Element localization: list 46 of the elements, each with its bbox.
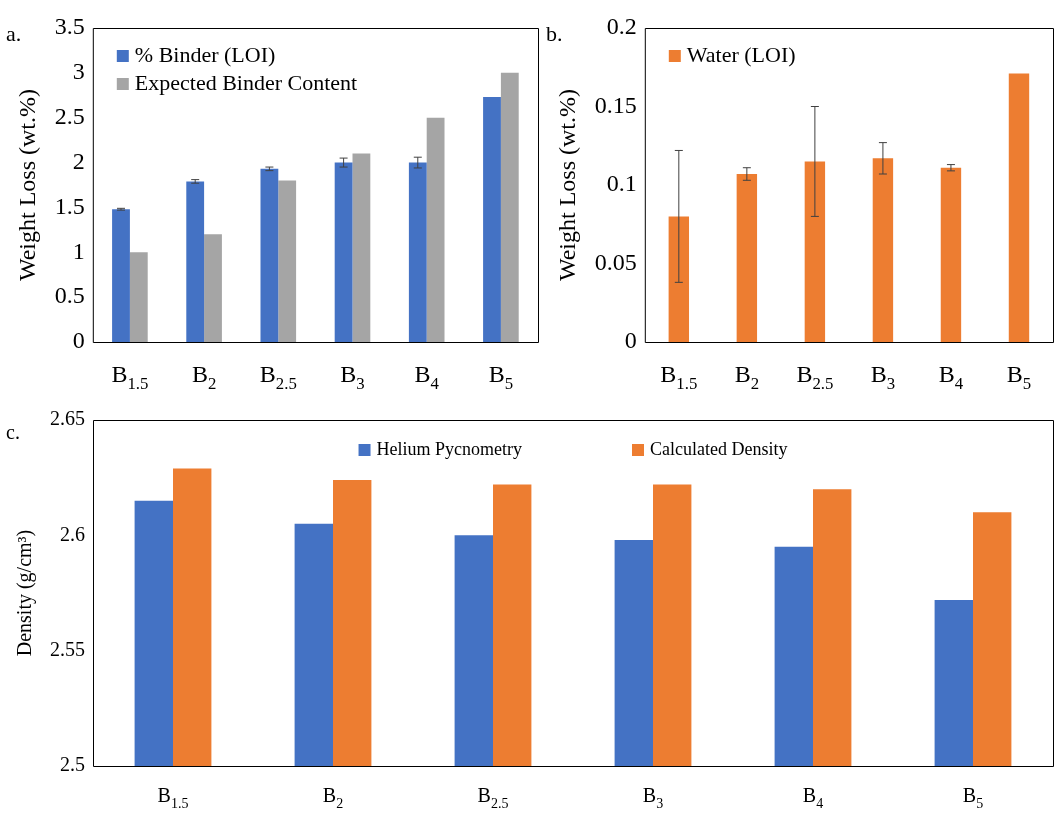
text: c. [6, 421, 20, 444]
y-tick-label: 3.5 [54, 13, 85, 40]
bar [483, 97, 501, 342]
bar [260, 168, 279, 342]
bar [1008, 73, 1030, 342]
legend-label: Expected Binder Content [134, 69, 358, 95]
y-tick-label: 0 [624, 327, 637, 354]
y-tick-label: 0 [72, 327, 85, 354]
bar [204, 234, 222, 342]
y-axis-title: Weight Loss (wt.%) [13, 88, 40, 282]
bar [500, 72, 519, 342]
bar [112, 209, 130, 342]
text: b. [546, 20, 563, 46]
y-tick-label: 2 [72, 147, 85, 174]
y-tick-label: 0.5 [54, 282, 85, 309]
bar [736, 174, 758, 342]
y-tick-label: 2.5 [60, 753, 85, 776]
y-tick-label: 0.15 [594, 91, 637, 118]
y-tick-label: 2.5 [54, 103, 85, 130]
y-tick-label: 2.65 [50, 407, 85, 430]
y-tick-label: 2.55 [50, 637, 85, 660]
legend-label: Calculated Density [650, 438, 788, 459]
legend-label: Water (LOI) [686, 41, 796, 67]
y-tick-label: 0.2 [606, 13, 637, 40]
bar [408, 162, 427, 342]
bar [352, 153, 371, 342]
bar [940, 167, 962, 342]
bar [668, 216, 690, 342]
bar [278, 180, 297, 342]
bar [872, 158, 894, 342]
y-axis-title: Density (g/cm³) [13, 529, 37, 657]
y-tick-label: 0.1 [606, 170, 637, 197]
text: a. [6, 20, 22, 46]
y-axis-title: Weight Loss (wt.%) [553, 88, 580, 282]
y-tick-label: 1.5 [54, 192, 85, 219]
bar [129, 252, 148, 342]
bar [426, 117, 445, 342]
bar [334, 162, 353, 342]
y-tick-label: 1 [72, 237, 85, 264]
y-tick-label: 3 [72, 58, 85, 85]
legend-label: Helium Pycnometry [376, 438, 523, 459]
bar [804, 161, 826, 342]
legend-label: % Binder (LOI) [134, 41, 276, 67]
y-tick-label: 2.6 [60, 522, 85, 545]
bar [186, 181, 205, 342]
y-tick-label: 0.05 [594, 248, 637, 275]
